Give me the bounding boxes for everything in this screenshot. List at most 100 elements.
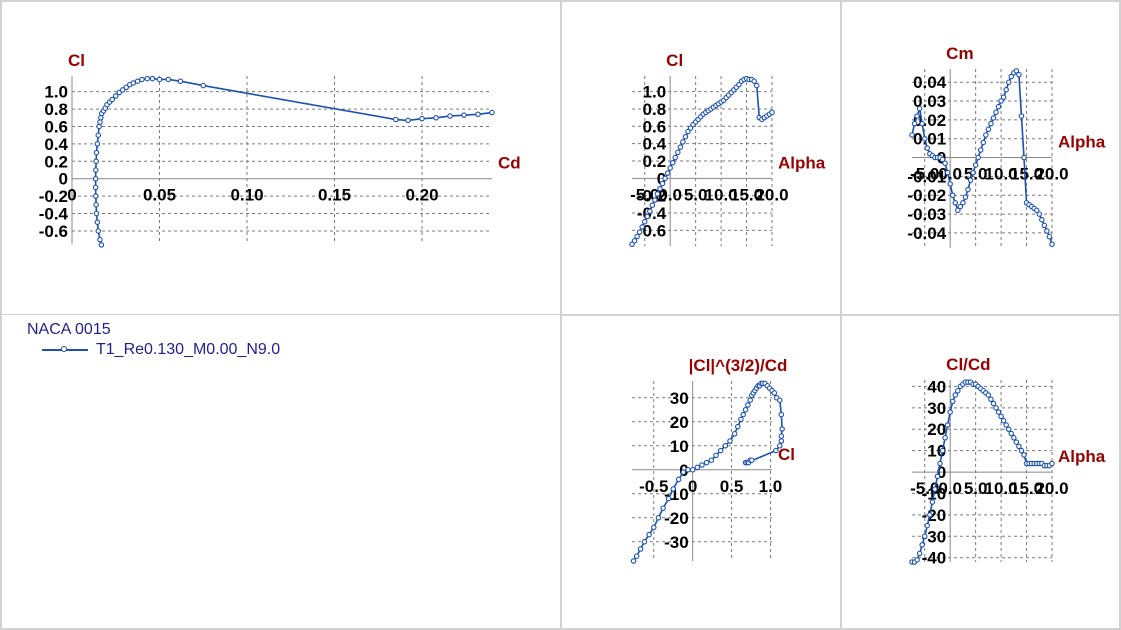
data-point (1008, 73, 1015, 80)
data-point (949, 398, 956, 405)
y-tick-label: 0 (59, 170, 68, 189)
x-tick-label: -5.0 (910, 479, 939, 498)
cl-cd-chart-panel: -5.0 0.0 5.0 10.0 15.0 20.0 -40 -30 -20 -10 0 10 20 3… (840, 314, 1121, 630)
data-point (200, 82, 207, 89)
power-factor-chart: -0.500.51.0-30-20-100102030|Cl|^(3/2)/Cd… (630, 356, 795, 564)
data-point (97, 236, 103, 243)
data-point (934, 473, 941, 480)
x-axis-title: Cl (778, 445, 795, 464)
y-axis-title: Cl/Cd (946, 355, 990, 374)
data-point (670, 486, 676, 492)
data-point (92, 175, 99, 182)
y-axis-title: |Cl|^(3/2)/Cd (689, 356, 788, 375)
data-point (633, 553, 640, 559)
data-point (713, 452, 719, 459)
data-point (777, 397, 783, 403)
data-point (667, 165, 673, 171)
data-point (988, 396, 994, 403)
data-point (646, 531, 652, 538)
data-point (962, 194, 969, 200)
y-tick-label: -0.2 (39, 187, 68, 206)
data-point (916, 105, 923, 112)
data-point (1036, 211, 1043, 217)
data-point (1000, 94, 1007, 101)
y-tick-label: 0.4 (44, 135, 68, 154)
data-point (672, 154, 679, 161)
y-tick-label: 0.4 (643, 135, 667, 154)
data-point (1003, 86, 1009, 93)
x-tick-label: 0.10 (230, 186, 263, 205)
x-tick-label: -5.0 (910, 165, 939, 184)
legend-entry: T1_Re0.130_M0.00_N9.0 (42, 341, 280, 359)
data-point (461, 112, 467, 118)
data-point (139, 76, 145, 83)
data-point (655, 515, 662, 521)
data-point (1016, 71, 1022, 78)
data-point (1046, 233, 1053, 240)
data-point (662, 175, 668, 182)
data-point (665, 495, 672, 502)
data-point (970, 169, 976, 176)
data-point (972, 162, 979, 168)
data-point (637, 546, 644, 552)
y-tick-label: 0 (657, 169, 666, 188)
data-point (929, 499, 936, 505)
x-tick-label: 15.0 (1010, 165, 1043, 184)
data-point (965, 186, 971, 193)
y-tick-label: 0.6 (643, 117, 667, 136)
data-point (924, 522, 931, 529)
data-point (778, 411, 785, 418)
x-tick-label: 0.05 (143, 186, 176, 205)
data-point (749, 457, 755, 463)
data-point (489, 109, 495, 116)
data-point (93, 149, 100, 156)
data-point (983, 132, 989, 138)
data-point (753, 82, 760, 89)
data-point (98, 242, 105, 248)
data-point (120, 87, 126, 93)
data-point (94, 219, 101, 225)
data-point (659, 180, 666, 187)
data-point (689, 467, 696, 473)
data-point (113, 93, 119, 99)
data-point (649, 202, 656, 208)
data-point (703, 459, 710, 466)
data-point (109, 96, 116, 103)
x-tick-label: 0 (67, 186, 76, 205)
y-tick-label: 0 (937, 463, 946, 482)
data-point (1021, 452, 1027, 458)
data-point (682, 133, 689, 140)
data-point (977, 147, 984, 153)
y-tick-label: 0.2 (643, 152, 667, 171)
x-tick-label: -5.0 (630, 185, 659, 204)
data-point (735, 423, 741, 430)
data-point (916, 550, 923, 557)
y-axis-title: Cm (946, 44, 973, 63)
data-point (1016, 443, 1022, 450)
data-point (1008, 430, 1015, 437)
x-tick-label: -0.5 (639, 477, 668, 496)
data-point (909, 132, 915, 138)
x-tick-label: 5.0 (964, 479, 988, 498)
data-point (96, 123, 102, 130)
data-point (985, 126, 992, 133)
data-point (993, 109, 999, 116)
data-point (93, 167, 99, 173)
data-point (947, 181, 953, 187)
data-point (993, 405, 999, 411)
data-point (1049, 460, 1055, 467)
data-point (921, 135, 928, 142)
data-point (722, 443, 729, 449)
data-point (949, 192, 956, 198)
legend-line-marker (42, 346, 88, 352)
data-point (745, 402, 751, 408)
data-point (731, 431, 738, 437)
data-point (685, 128, 691, 135)
data-point (475, 111, 481, 118)
y-tick-label: -0.4 (637, 204, 667, 223)
data-point (94, 141, 101, 147)
legend-title: NACA 0015 (27, 321, 111, 338)
data-point (93, 193, 99, 199)
x-tick-label: 0.15 (318, 186, 351, 205)
data-point (1033, 207, 1040, 214)
